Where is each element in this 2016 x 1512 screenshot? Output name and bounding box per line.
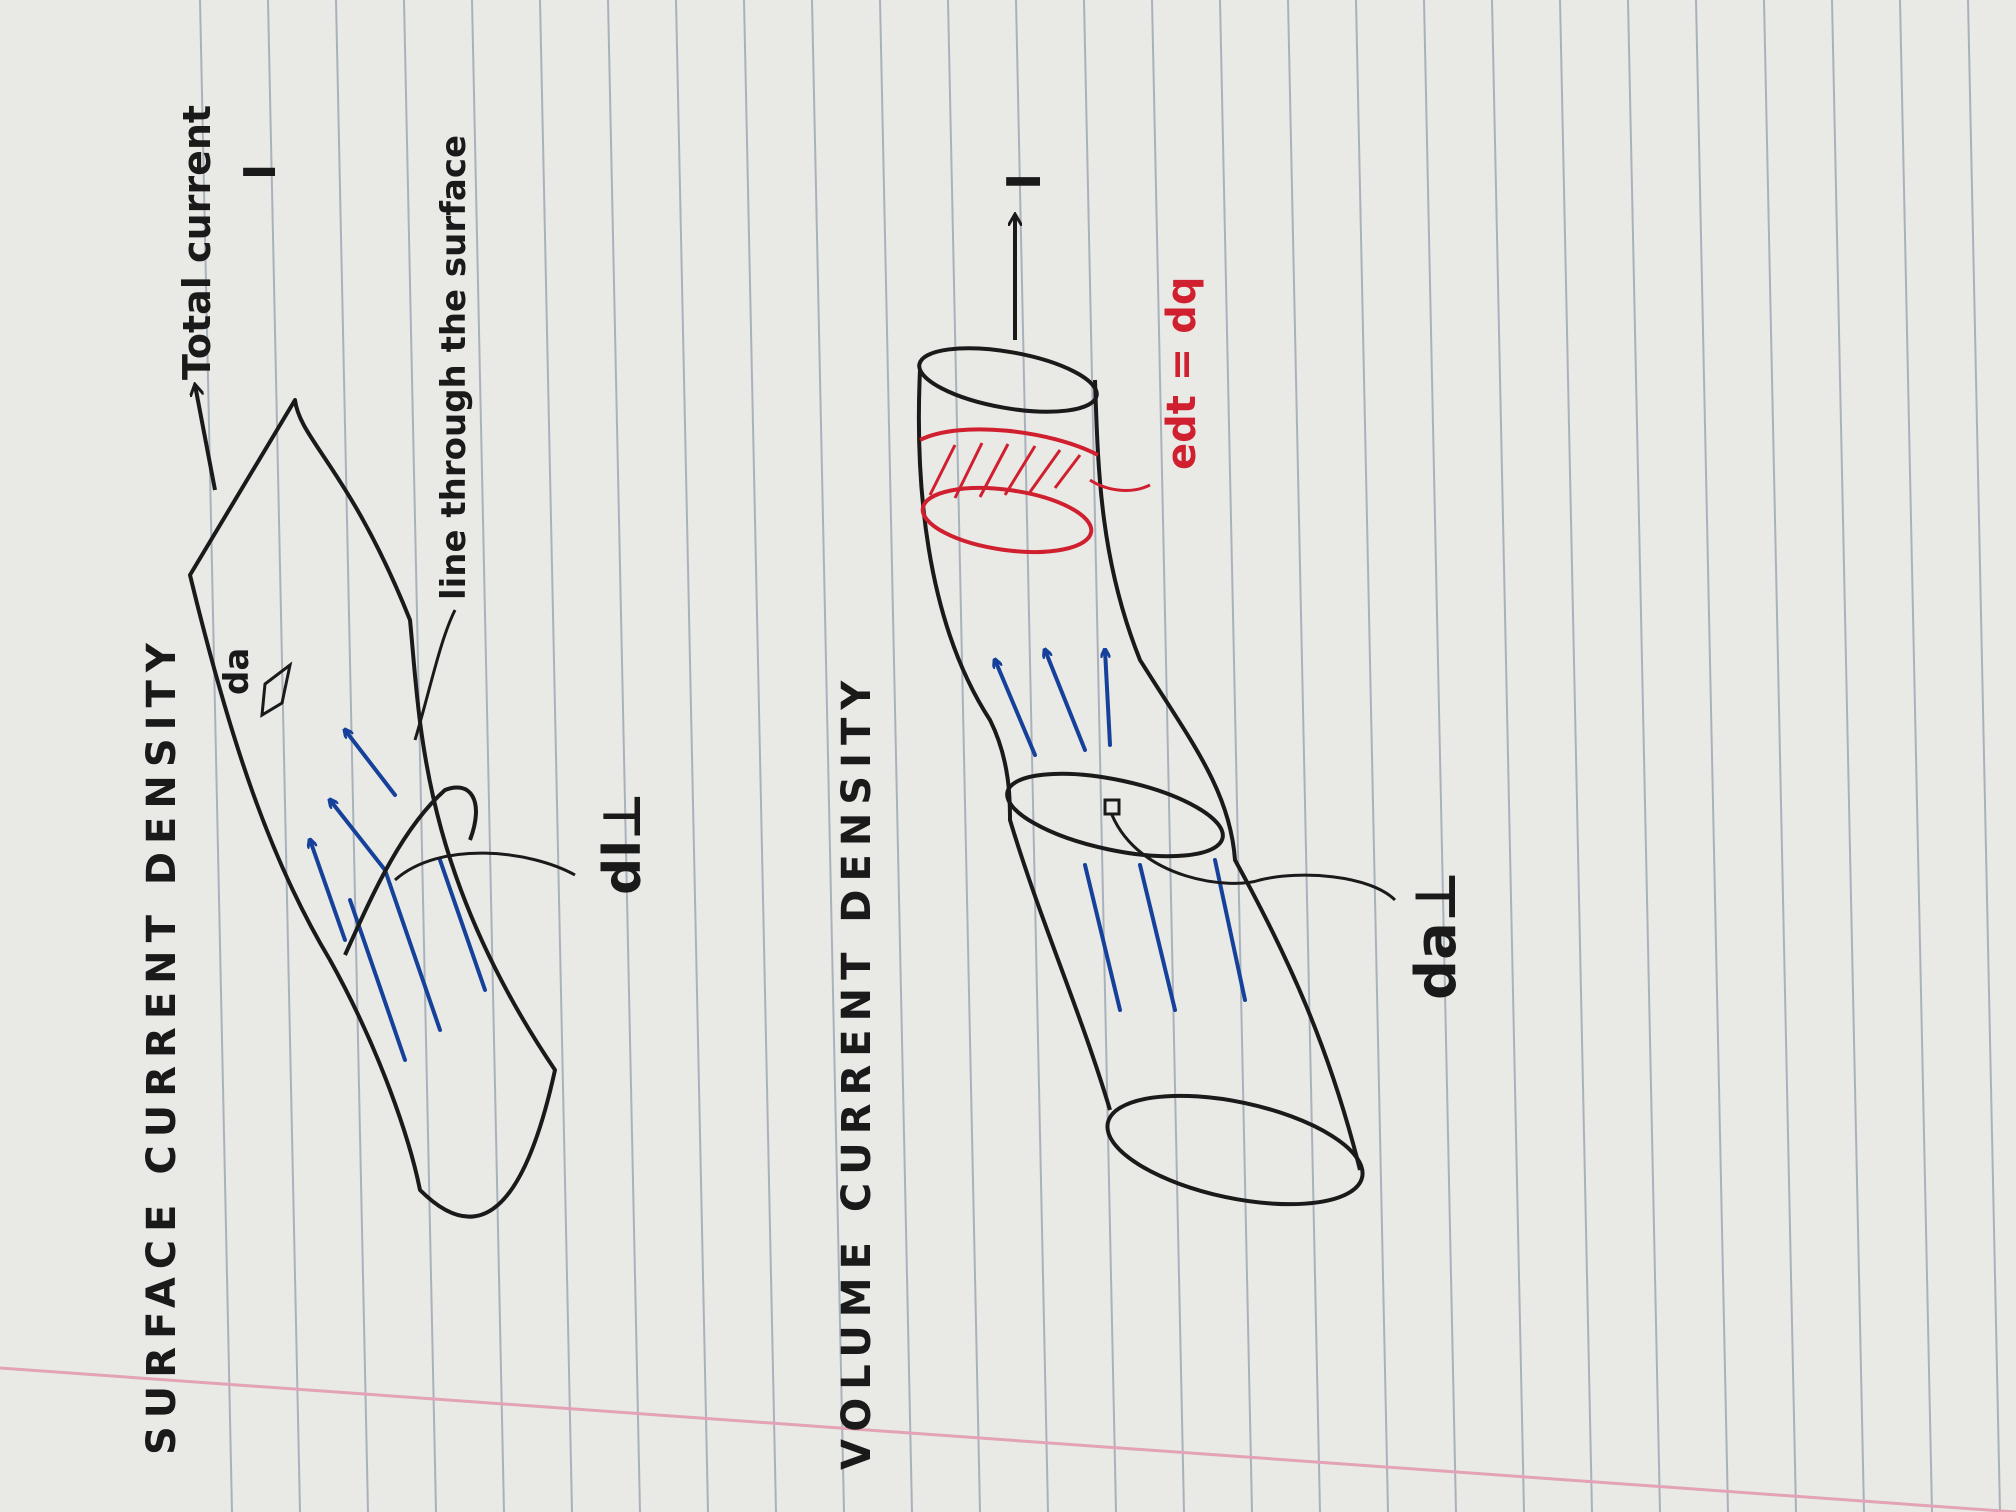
volume-current-line: [1083, 863, 1122, 1012]
ruled-lines: [199, 0, 2001, 1512]
surface-dl-callout: [394, 851, 576, 882]
volume-title: VOLUME CURRENT DENSITY: [834, 673, 880, 1470]
volume-da-callout: [1110, 814, 1397, 902]
volume-da-label: da⊥: [1404, 871, 1469, 1000]
volume-da-patch: [1103, 798, 1121, 816]
surface-crossing-line: [343, 785, 478, 956]
surface-total-label: Total current: [175, 105, 219, 380]
surface-total-arrow: [195, 385, 217, 491]
volume-I-label: I: [997, 173, 1051, 190]
volume-cross-section: [1005, 771, 1225, 859]
surface-I-label: I: [235, 164, 286, 180]
volume-bottom-cap: [1105, 1093, 1365, 1207]
surface-line-label: line through the surface: [434, 135, 474, 600]
volume-top-cap: [917, 346, 1099, 414]
surface-da-patch: [260, 661, 293, 718]
volume-charge-slice: [919, 427, 1151, 554]
surface-current-lines: [310, 730, 487, 1062]
surface-current-arrow: [330, 800, 387, 872]
surface-line-callout: [413, 609, 457, 741]
surface-current-line: [383, 868, 442, 1032]
volume-edt-label: edt = dq: [1159, 276, 1205, 470]
volume-current-arrow: [995, 660, 1037, 757]
volume-current-arrow: [1045, 650, 1087, 752]
volume-current-line: [1138, 863, 1177, 1012]
surface-current-arrow: [345, 730, 397, 797]
surface-current-arrow: [310, 840, 347, 942]
surface-sheet: [188, 398, 557, 1219]
surface-da-label: da: [217, 648, 257, 695]
surface-title: SURFACE CURRENT DENSITY: [139, 635, 185, 1455]
volume-current-arrow: [1105, 650, 1112, 747]
surface-dl-label: dl⊥: [593, 792, 653, 895]
margin-line: [0, 1366, 2016, 1512]
surface-current-line: [438, 858, 487, 992]
